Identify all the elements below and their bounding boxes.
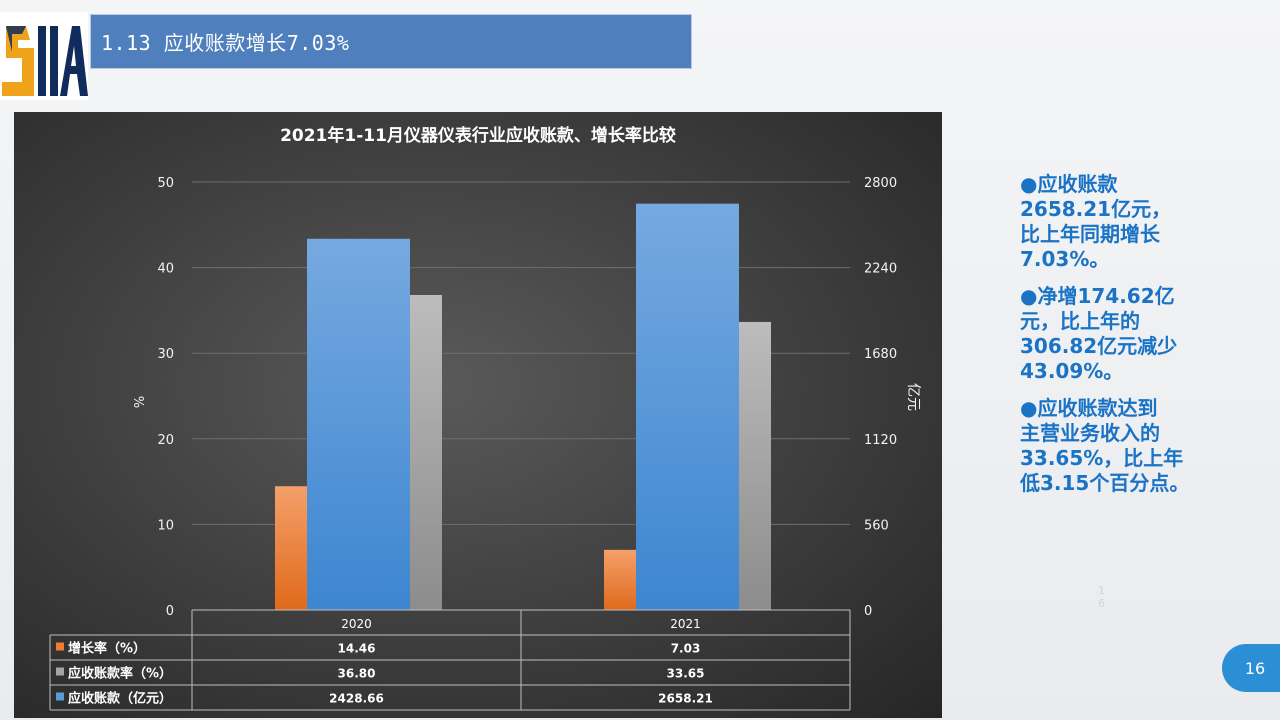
bullet-icon: ● — [1020, 396, 1038, 420]
table-cell-value: 2658.21 — [658, 692, 713, 706]
section-title: 1.13 应收账款增长7.03% — [101, 31, 350, 55]
left-axis-label: % — [133, 396, 148, 408]
left-tick-label: 0 — [166, 604, 174, 619]
table-category-label: 2020 — [341, 617, 372, 631]
note-text: 净增174.62亿 元，比上年的 306.82亿元减少 43.09%。 — [1020, 284, 1178, 383]
right-tick-label: 0 — [864, 604, 872, 619]
table-row-label: 增长率（%） — [68, 641, 146, 657]
bar-chart: 2021年1-11月仪器仪表行业应收账款、增长率比较 0 0 10 560 20 1120 3… — [49, 125, 921, 711]
legend-swatch — [56, 692, 64, 701]
bar-receivables — [307, 238, 410, 610]
left-tick-label: 50 — [157, 176, 174, 191]
table-category-label: 2021 — [670, 617, 701, 631]
bar-growth-rate — [275, 486, 307, 610]
bullet-icon: ● — [1020, 172, 1038, 196]
table-row-label: 应收账款（亿元） — [68, 691, 172, 707]
bar-receivables — [636, 203, 739, 610]
page-number-badge: 16 — [1222, 644, 1280, 692]
right-tick-label: 560 — [864, 518, 889, 533]
table-cell-value: 2428.66 — [329, 692, 384, 706]
bar-receivables-rate — [739, 321, 771, 610]
note-item: ●应收账款 2658.21亿元， 比上年同期增长 7.03%。 — [1020, 172, 1220, 272]
table-cell-value: 36.80 — [338, 667, 376, 681]
table-row-label: 应收账款率（%） — [68, 666, 172, 682]
note-item: ●净增174.62亿 元，比上年的 306.82亿元减少 43.09%。 — [1020, 284, 1220, 384]
note-item: ●应收账款达到 主营业务收入的 33.65%，比上年 低3.15个百分点。 — [1020, 396, 1220, 496]
section-header: 1.13 应收账款增长7.03% — [90, 14, 692, 69]
bar-receivables-rate — [410, 294, 442, 610]
right-axis-label: 亿元 — [905, 383, 921, 411]
chart-title: 2021年1-11月仪器仪表行业应收账款、增长率比较 — [280, 125, 676, 146]
table-cell-value: 33.65 — [667, 667, 705, 681]
legend-swatch — [56, 642, 64, 651]
right-tick-label: 1680 — [864, 347, 897, 362]
bar-growth-rate — [604, 549, 636, 610]
bullet-icon: ● — [1020, 284, 1038, 308]
left-tick-label: 20 — [157, 433, 174, 448]
note-text: 应收账款 2658.21亿元， 比上年同期增长 7.03%。 — [1020, 172, 1172, 271]
right-tick-label: 1120 — [864, 433, 897, 448]
right-tick-label: 2800 — [864, 176, 897, 191]
notes-panel: ●应收账款 2658.21亿元， 比上年同期增长 7.03%。 ●净增174.6… — [1020, 172, 1220, 508]
siia-logo — [0, 12, 88, 100]
right-tick-label: 2240 — [864, 262, 897, 277]
table-cell-value: 7.03 — [671, 642, 701, 656]
left-tick-label: 10 — [157, 518, 174, 533]
left-tick-label: 30 — [157, 347, 174, 362]
left-tick-label: 40 — [157, 262, 174, 277]
faint-page-mark: 1 6 — [1098, 584, 1105, 610]
table-cell-value: 14.46 — [338, 642, 376, 656]
chart-panel: 2021年1-11月仪器仪表行业应收账款、增长率比较 0 0 10 560 20 1120 3… — [14, 112, 942, 718]
legend-swatch — [56, 667, 64, 676]
note-text: 应收账款达到 主营业务收入的 33.65%，比上年 低3.15个百分点。 — [1020, 396, 1190, 495]
